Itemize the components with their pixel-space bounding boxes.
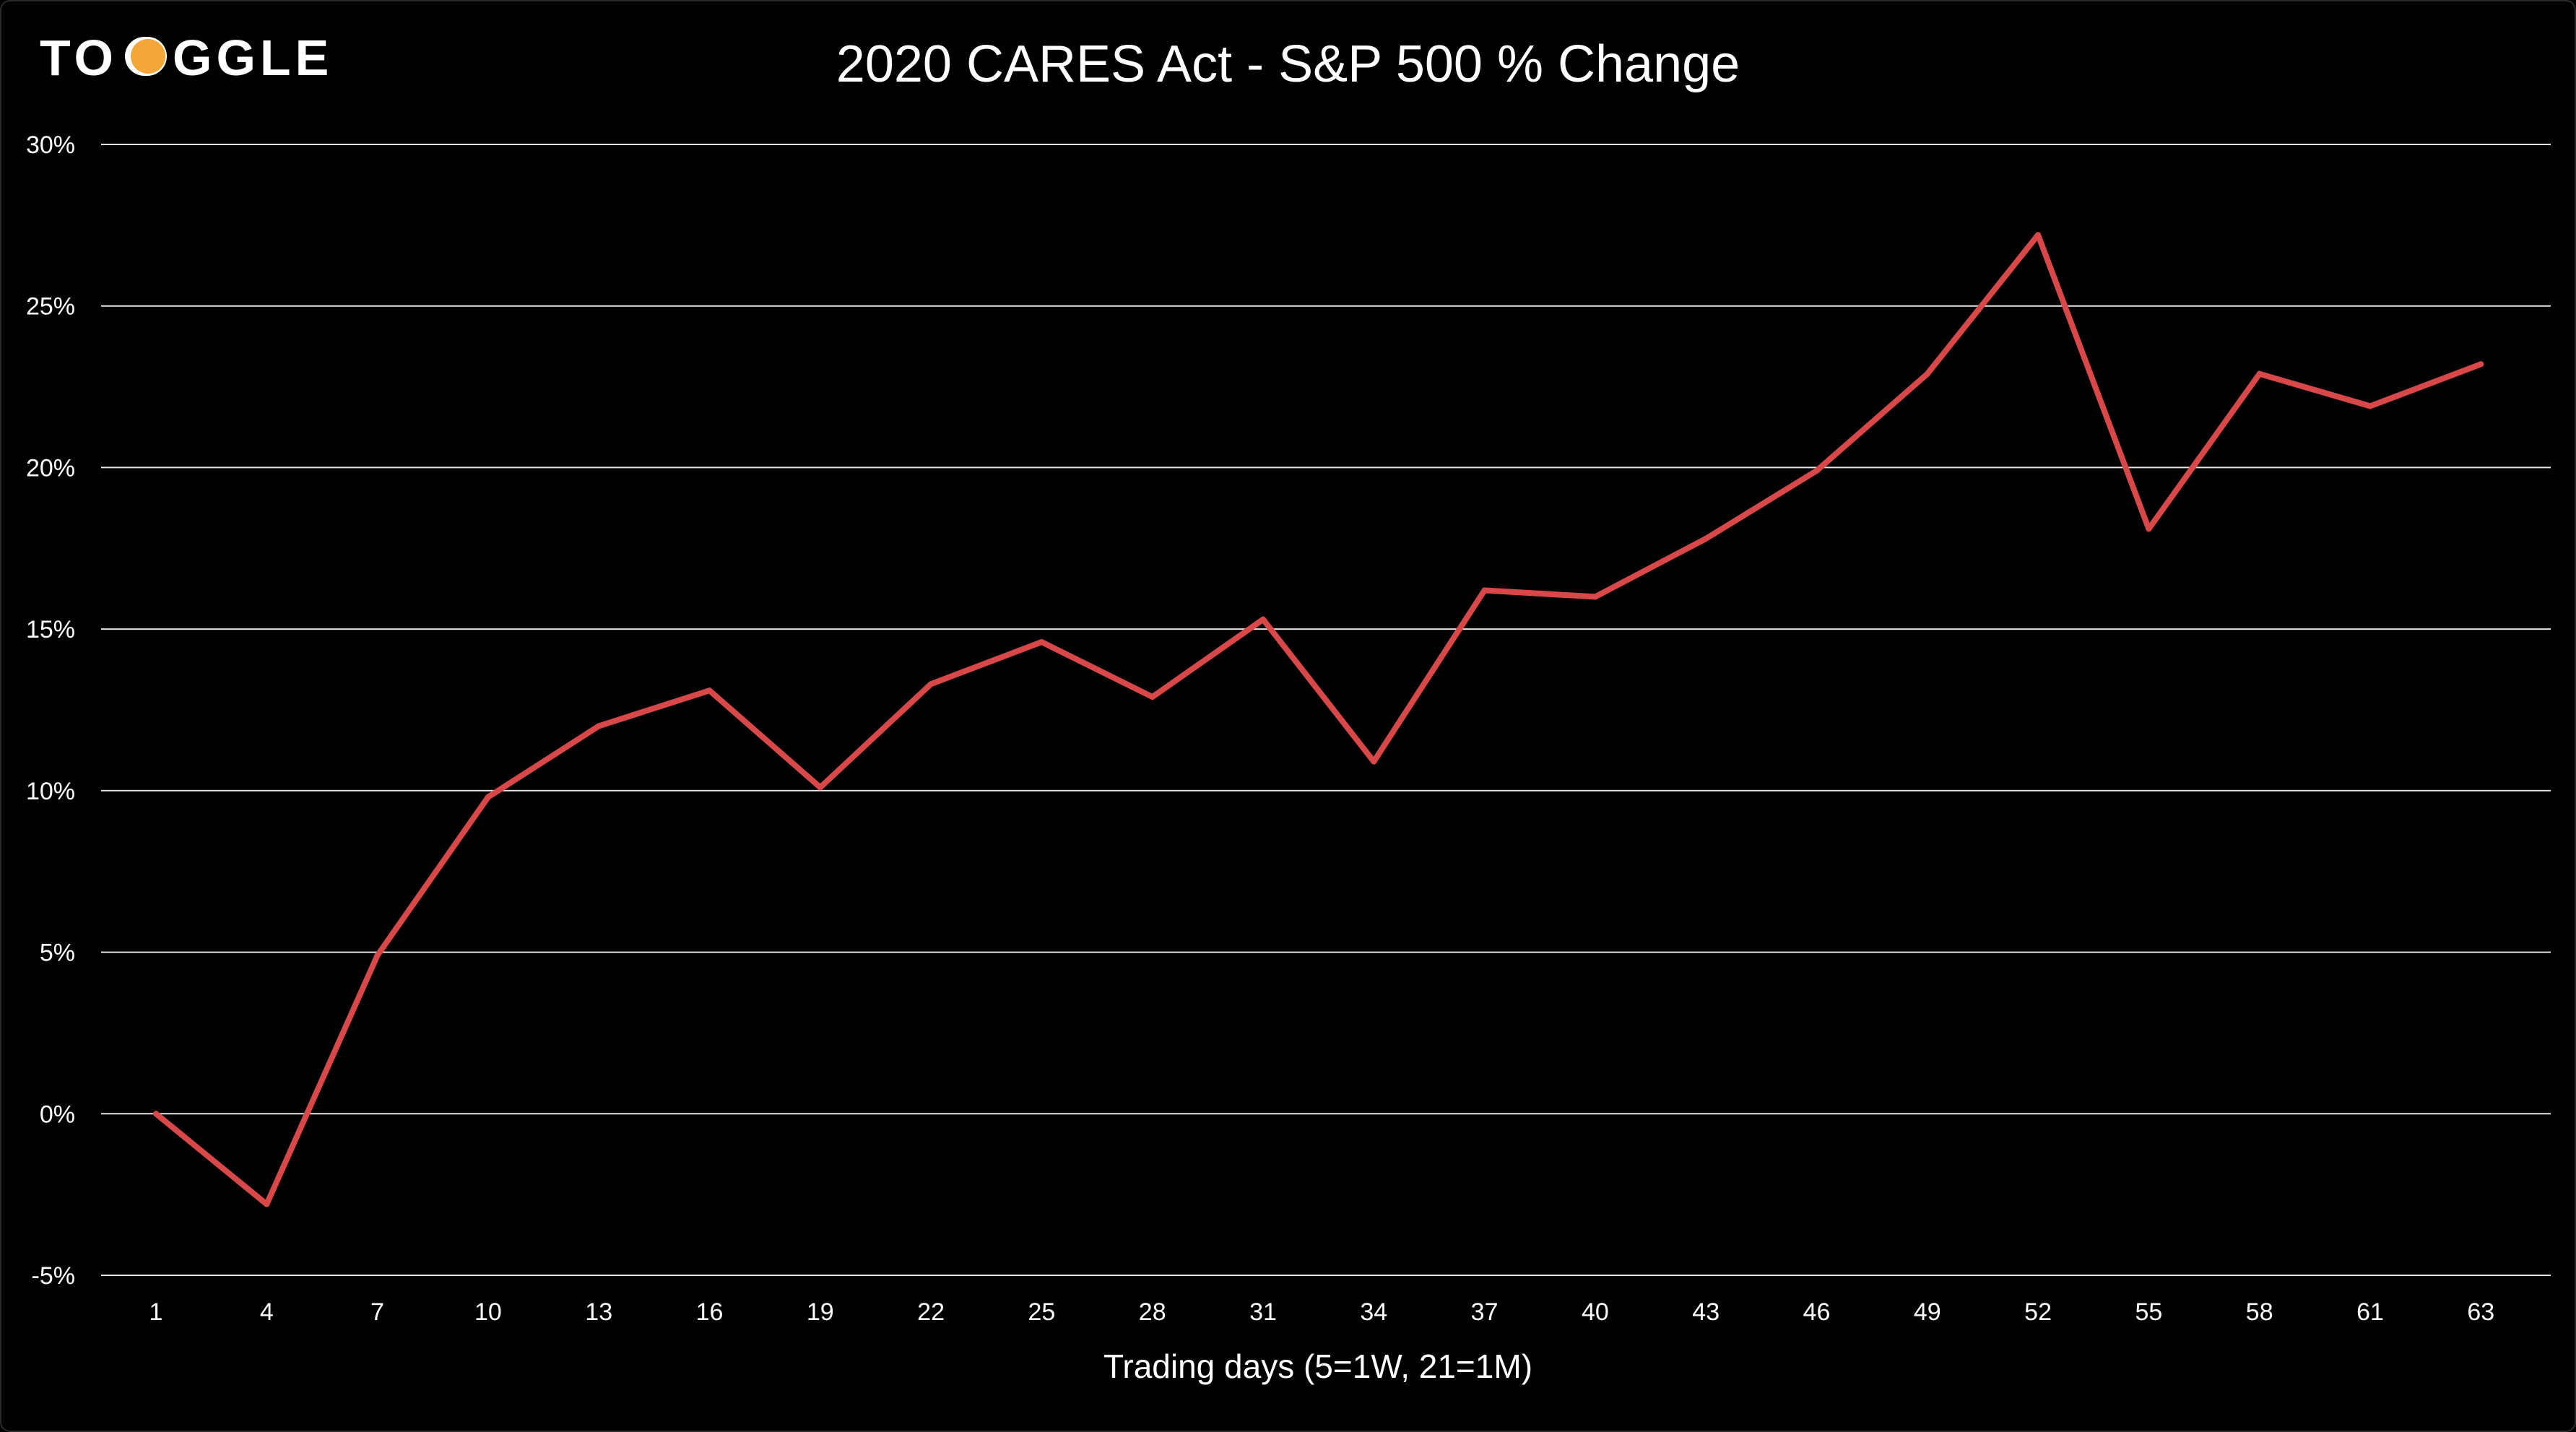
x-tick-label: 61 <box>2356 1298 2384 1326</box>
data-point <box>1260 616 1266 622</box>
y-tick-label: 20% <box>26 454 75 482</box>
x-axis-label: Trading days (5=1W, 21=1M) <box>1103 1348 1532 1385</box>
data-point <box>817 784 823 791</box>
toggle-logo: TO GGLE <box>40 30 333 85</box>
data-point <box>1592 594 1598 600</box>
x-tick-label: 46 <box>1803 1298 1831 1326</box>
x-tick-label: 10 <box>474 1298 502 1326</box>
data-point <box>2367 403 2373 409</box>
y-tick-label: 25% <box>26 293 75 321</box>
x-tick-label: 7 <box>370 1298 384 1326</box>
y-axis-ticks: -5% 0% 5% 10% 15% 20% 25% 30% <box>26 131 75 1290</box>
logo-text-after: GGLE <box>173 30 333 85</box>
x-tick-label: 43 <box>1692 1298 1719 1326</box>
x-tick-label: 25 <box>1028 1298 1055 1326</box>
x-tick-label: 49 <box>1914 1298 1941 1326</box>
x-tick-label: 13 <box>585 1298 612 1326</box>
data-point <box>596 723 602 729</box>
x-tick-label: 55 <box>2135 1298 2162 1326</box>
series-layer <box>153 232 2484 1207</box>
data-point <box>1371 758 1377 765</box>
x-tick-label: 1 <box>149 1298 163 1326</box>
y-tick-label: -5% <box>32 1262 75 1290</box>
gridlines <box>101 144 2551 1276</box>
data-point <box>1481 587 1488 594</box>
data-point <box>153 1111 159 1117</box>
data-point <box>928 681 934 687</box>
data-point <box>2146 526 2152 532</box>
data-point <box>1813 467 1820 474</box>
x-tick-label: 31 <box>1249 1298 1277 1326</box>
x-tick-label: 16 <box>696 1298 724 1326</box>
x-tick-label: 37 <box>1471 1298 1499 1326</box>
x-tick-label: 34 <box>1360 1298 1387 1326</box>
chart-title: 2020 CARES Act - S&P 500 % Change <box>836 35 1740 93</box>
logo-toggle-icon <box>125 37 167 76</box>
x-tick-label: 52 <box>2024 1298 2052 1326</box>
x-tick-label: 40 <box>1582 1298 1609 1326</box>
data-point <box>706 687 713 694</box>
x-axis-ticks: 1 4 7 10 13 16 19 22 25 28 31 34 37 40 43 46 49 52 55 58 61 6… <box>149 1298 2495 1326</box>
x-tick-label: 63 <box>2467 1298 2494 1326</box>
y-tick-label: 0% <box>40 1101 75 1128</box>
x-tick-label: 58 <box>2246 1298 2273 1326</box>
data-point <box>2478 361 2484 368</box>
y-tick-label: 5% <box>40 940 75 967</box>
data-point <box>485 794 491 800</box>
x-tick-label: 28 <box>1139 1298 1166 1326</box>
data-point <box>2035 232 2042 238</box>
x-tick-label: 4 <box>260 1298 274 1326</box>
data-point <box>1149 694 1155 700</box>
x-tick-label: 22 <box>917 1298 945 1326</box>
data-point <box>1703 535 1709 542</box>
data-point <box>264 1201 270 1207</box>
data-point <box>374 953 381 959</box>
data-point <box>1038 639 1045 646</box>
series-line <box>153 232 2484 1207</box>
data-point <box>1924 370 1930 377</box>
logo-text-before: TO <box>40 30 118 85</box>
y-tick-label: 30% <box>26 131 75 159</box>
data-point <box>2256 370 2263 377</box>
y-tick-label: 10% <box>26 778 75 805</box>
y-tick-label: 15% <box>26 616 75 643</box>
x-tick-label: 19 <box>807 1298 834 1326</box>
